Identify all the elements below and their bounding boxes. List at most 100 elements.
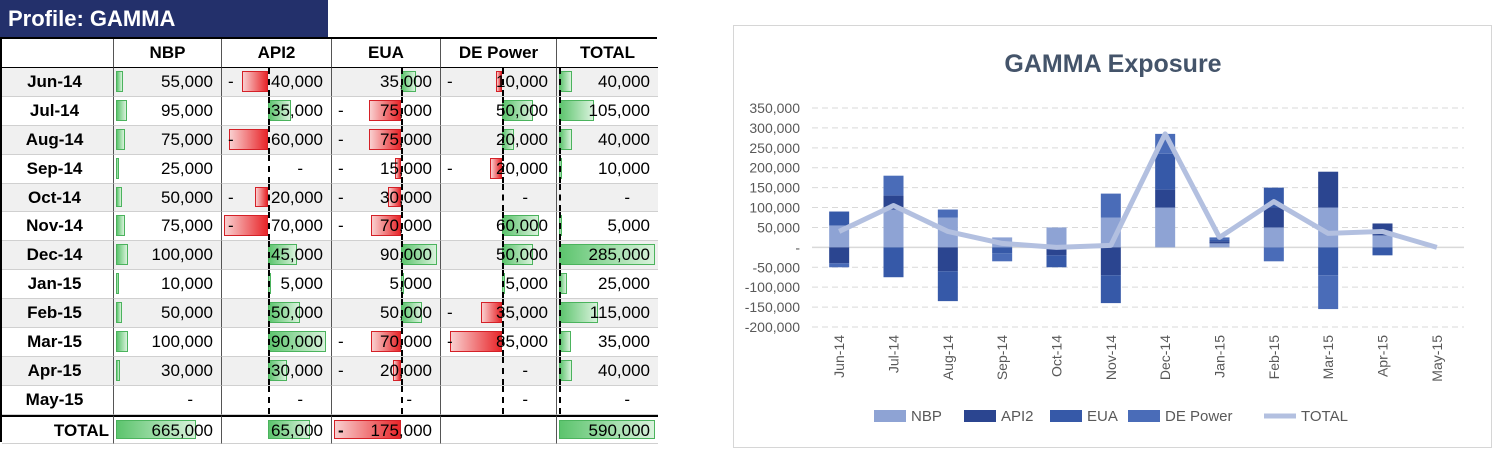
cell-value: 35,000 xyxy=(380,72,432,91)
cell-value: - xyxy=(297,158,303,178)
table-cell: 50,000 xyxy=(113,183,221,213)
profile-title: Profile: GAMMA xyxy=(0,0,328,37)
negative-sign: - xyxy=(338,420,344,440)
positive-databar xyxy=(116,99,128,121)
positive-databar xyxy=(116,359,120,381)
cell-value: 35,000 xyxy=(496,303,548,323)
positive-databar xyxy=(559,71,573,92)
table-cell: - 20,000 xyxy=(440,154,556,184)
column-header: NBP xyxy=(113,39,221,68)
cell-value: 85,000 xyxy=(496,332,548,352)
legend-label: TOTAL xyxy=(1301,408,1348,425)
table-cell: 665,000 xyxy=(113,414,221,444)
databar-axis xyxy=(401,328,403,356)
databar-axis xyxy=(268,356,270,385)
cell-value: 70,000 xyxy=(380,332,432,352)
table-cell: 5,000 xyxy=(440,270,556,300)
y-tick-label: 250,000 xyxy=(749,140,800,156)
bar-segment xyxy=(883,247,904,278)
positive-databar xyxy=(559,359,573,381)
databar-axis xyxy=(268,241,270,270)
table-cell: - 20,000 xyxy=(331,356,440,386)
negative-databar xyxy=(242,71,268,92)
table-cell: - 60,000 xyxy=(221,125,331,155)
databar-axis xyxy=(268,270,270,299)
databar-axis xyxy=(268,328,270,356)
bar-segment xyxy=(829,211,850,226)
positive-databar xyxy=(268,419,310,439)
bar-segment xyxy=(1209,243,1230,248)
positive-databar xyxy=(116,157,119,179)
x-tick-label: Feb-15 xyxy=(1266,335,1282,380)
legend-swatch xyxy=(964,410,996,422)
negative-sign: - xyxy=(338,216,344,236)
table-cell: 35,000 xyxy=(221,96,331,126)
positive-databar xyxy=(559,419,655,439)
table-cell: - xyxy=(440,356,556,386)
databar-axis xyxy=(502,125,504,154)
row-label: May-15 xyxy=(2,385,113,415)
bar-segment xyxy=(1263,247,1284,262)
table-cell: - 20,000 xyxy=(221,183,331,213)
bar-segment xyxy=(1263,227,1284,248)
cell-value: 5,000 xyxy=(607,216,650,236)
cell-value: - xyxy=(624,187,630,207)
bar-segment xyxy=(1318,171,1339,208)
databar-axis xyxy=(559,385,561,414)
cell-value: 25,000 xyxy=(598,274,650,294)
table-cell: - xyxy=(113,385,221,415)
table-cell: 60,000 xyxy=(440,212,556,242)
cell-value: 30,000 xyxy=(380,187,432,207)
databar-axis xyxy=(559,270,561,299)
databar-axis xyxy=(401,68,403,96)
cell-value: 40,000 xyxy=(598,129,650,149)
databar-axis xyxy=(268,125,270,154)
cell-value: 30,000 xyxy=(161,360,213,380)
negative-sign: - xyxy=(228,216,234,236)
negative-databar xyxy=(224,215,268,237)
cell-value: 10,000 xyxy=(598,158,650,178)
negative-sign: - xyxy=(228,72,234,91)
databar-axis xyxy=(401,299,403,328)
cell-value: 50,000 xyxy=(161,303,213,323)
cell-value: 95,000 xyxy=(161,100,213,120)
table-cell: - xyxy=(556,183,658,213)
negative-databar xyxy=(450,331,502,352)
databar-axis xyxy=(502,385,504,414)
positive-databar xyxy=(116,419,196,439)
row-label: Jul-14 xyxy=(2,96,113,126)
table-cell: 5,000 xyxy=(556,212,658,242)
table-cell: - 30,000 xyxy=(331,183,440,213)
row-label: Aug-14 xyxy=(2,125,113,155)
databar-axis xyxy=(401,154,403,183)
exposure-table: NBP API2 EUA DE Power TOTAL Jun-14 55,000-40,0… xyxy=(0,37,658,444)
negative-databar xyxy=(334,419,401,439)
table-cell: - 10,000 xyxy=(440,68,556,97)
cell-value: 75,000 xyxy=(380,100,432,120)
x-tick-label: Nov-14 xyxy=(1103,335,1119,380)
negative-databar xyxy=(489,157,502,179)
cell-value: 75,000 xyxy=(380,129,432,149)
negative-sign: - xyxy=(338,158,344,178)
table-cell: 100,000 xyxy=(113,328,221,357)
databar-axis xyxy=(502,154,504,183)
table-cell: 5,000 xyxy=(331,270,440,300)
positive-databar xyxy=(116,273,119,295)
cell-value: 60,000 xyxy=(271,129,323,149)
bar-segment xyxy=(883,175,904,196)
row-label: Nov-14 xyxy=(2,212,113,242)
cell-value: - xyxy=(297,389,303,409)
cell-value: - xyxy=(187,389,193,409)
table-cell: 40,000 xyxy=(556,68,658,97)
cell-value: 20,000 xyxy=(496,129,548,149)
cell-value: 35,000 xyxy=(598,332,650,352)
table-cell: 35,000 xyxy=(331,68,440,97)
table-cell: - xyxy=(221,154,331,184)
negative-databar xyxy=(229,128,268,150)
table-corner xyxy=(2,39,113,68)
negative-sign: - xyxy=(228,129,234,149)
negative-databar xyxy=(495,71,502,92)
table-cell: 105,000 xyxy=(556,96,658,126)
bar-segment xyxy=(1100,275,1121,304)
chart-title: GAMMA Exposure xyxy=(1004,50,1221,78)
